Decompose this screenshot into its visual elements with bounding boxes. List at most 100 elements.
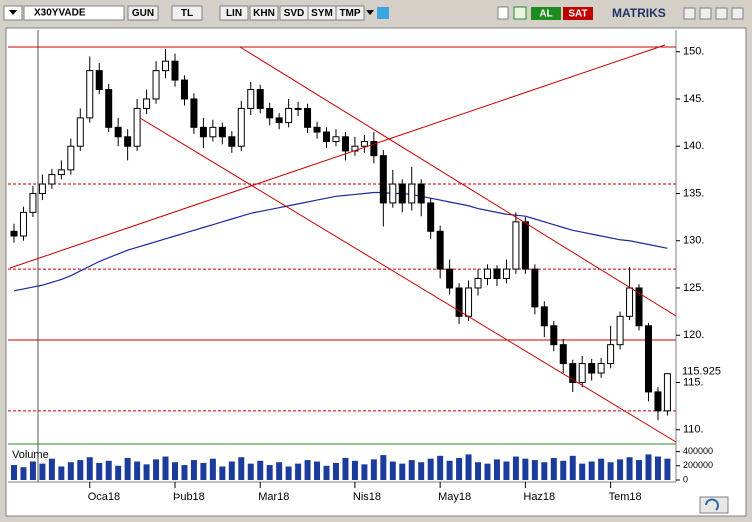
- volume-bar: [550, 457, 557, 480]
- y-tick-label: 130.: [683, 235, 704, 247]
- dropdown-icon[interactable]: [366, 10, 374, 15]
- candle-body: [48, 174, 56, 185]
- candle-body: [86, 70, 94, 119]
- toolbar: [0, 0, 752, 26]
- toolbar-button[interactable]: [335, 5, 365, 21]
- volume-bar: [522, 458, 529, 480]
- candle-body: [550, 325, 558, 346]
- volume-bar: [456, 457, 463, 480]
- volume-bar: [664, 458, 671, 480]
- buy-button[interactable]: [531, 7, 561, 20]
- candle-body: [521, 221, 529, 270]
- volume-bar: [351, 460, 358, 480]
- volume-bar: [171, 462, 178, 480]
- volume-bar: [238, 457, 245, 480]
- toolbar-button-label: GUN: [132, 8, 154, 19]
- settings-glyph: [705, 498, 719, 511]
- symbol: X30YVADE: [34, 8, 86, 19]
- candle-body: [199, 126, 207, 138]
- volume-bar: [314, 461, 321, 480]
- candle-body: [105, 89, 113, 128]
- candle-body: [427, 202, 435, 232]
- volume-bar: [408, 460, 415, 480]
- candle-body: [654, 391, 662, 412]
- volume-bar: [190, 460, 197, 480]
- volume-bar: [617, 459, 624, 480]
- volume-bar: [58, 466, 65, 480]
- volume-bar: [96, 462, 103, 480]
- candle-body: [180, 79, 188, 100]
- volume-bar: [418, 462, 425, 480]
- toolbar-button-label: TL: [181, 8, 193, 19]
- volume-bar: [493, 459, 500, 480]
- maximize-button[interactable]: [699, 7, 712, 20]
- sell-label: SAT: [568, 9, 587, 20]
- volume-bar: [503, 461, 510, 480]
- volume-bar: [389, 461, 396, 480]
- candle-body: [313, 126, 321, 133]
- candle-body: [540, 306, 548, 327]
- candle-body: [57, 169, 65, 176]
- close-button[interactable]: [731, 7, 744, 20]
- tool-icon[interactable]: [497, 6, 509, 20]
- twitter-icon[interactable]: [377, 7, 389, 19]
- volume-bar: [626, 457, 633, 480]
- candle-body: [493, 268, 501, 280]
- candle-body: [124, 136, 132, 147]
- toolbar-button[interactable]: [219, 5, 249, 21]
- volume-bar: [446, 460, 453, 480]
- volume-bar: [332, 462, 339, 480]
- buy-label: AL: [539, 9, 552, 20]
- volume-bar: [323, 465, 330, 480]
- volume-bar: [588, 461, 595, 480]
- toolbar-button[interactable]: [127, 5, 159, 21]
- minimize-button[interactable]: [683, 7, 696, 20]
- volume-bar: [48, 458, 55, 480]
- candle-body: [360, 141, 368, 147]
- volume-bar: [512, 456, 519, 480]
- candle-body: [323, 131, 331, 143]
- y-tick-label: 150.: [683, 46, 704, 58]
- candle-body: [162, 60, 170, 72]
- candle-body: [465, 287, 473, 317]
- toolbar-button[interactable]: [249, 5, 279, 21]
- toolbar-button-label: SYM: [311, 8, 333, 19]
- candle-body: [256, 89, 264, 109]
- candle-body: [644, 325, 652, 393]
- candle-body: [417, 183, 425, 204]
- candle-body: [29, 192, 37, 213]
- volume-bar: [579, 463, 586, 480]
- candle-body: [588, 363, 596, 374]
- toolbar-button[interactable]: [171, 5, 203, 21]
- candle-body: [332, 136, 340, 143]
- volume-bar: [654, 456, 661, 480]
- x-tick-label: Mar18: [258, 491, 289, 503]
- volume-bar: [228, 461, 235, 480]
- candle-body: [218, 126, 226, 138]
- y-tick-label: 115.: [683, 376, 704, 388]
- volume-bar: [304, 460, 311, 480]
- restore-button[interactable]: [715, 7, 728, 20]
- volume-bar: [124, 457, 131, 480]
- symbol-box[interactable]: [23, 5, 125, 21]
- toolbar-button-label: SVD: [284, 8, 305, 19]
- candle-body: [19, 211, 27, 237]
- volume-bar: [399, 463, 406, 480]
- candle-body: [38, 183, 46, 194]
- last-price-label: 115.925: [682, 366, 721, 378]
- candle-body: [209, 126, 217, 138]
- volume-bar: [181, 465, 188, 480]
- sell-button[interactable]: [563, 7, 593, 20]
- candle-body: [616, 315, 624, 346]
- moving-average: [13, 191, 668, 292]
- candle-body: [143, 98, 151, 109]
- candle-body: [389, 183, 397, 204]
- candle-body: [275, 117, 283, 124]
- volume-bar: [560, 460, 567, 480]
- y-tick-label: 140.: [683, 140, 704, 152]
- volume-bar: [11, 465, 17, 480]
- volume-bar: [276, 462, 283, 480]
- refresh-icon[interactable]: [513, 6, 527, 20]
- candle-body: [607, 344, 615, 365]
